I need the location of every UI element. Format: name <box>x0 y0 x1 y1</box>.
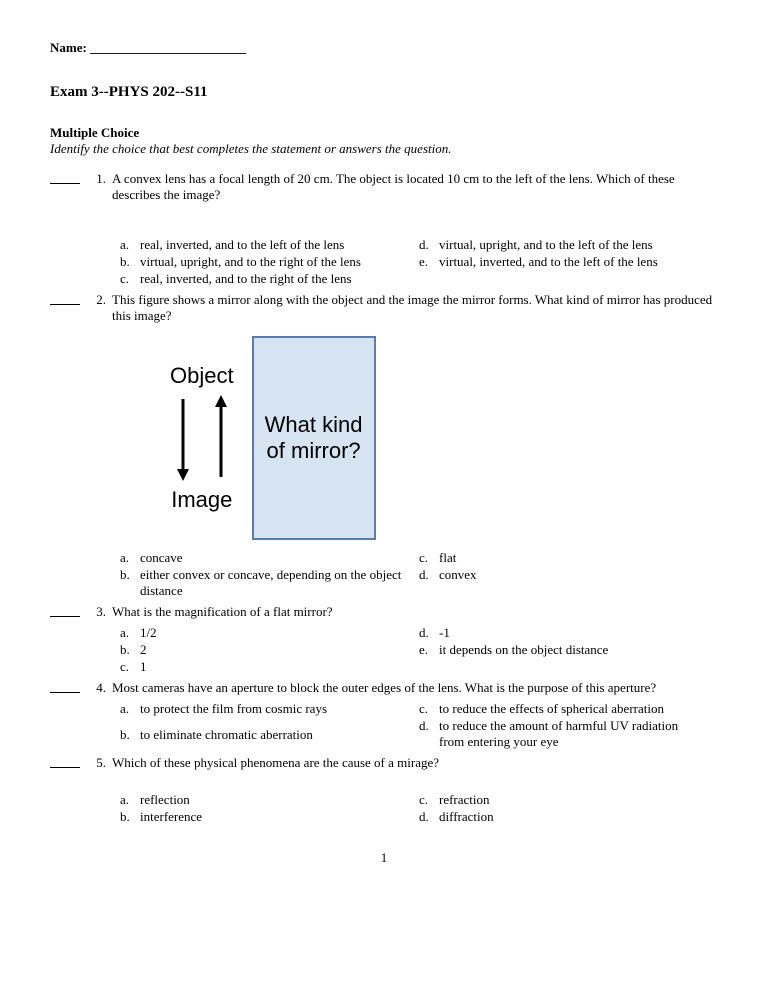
choice-text: to reduce the amount of harmful UV radia… <box>439 718 718 750</box>
answer-blank[interactable] <box>50 604 80 617</box>
choice-text: diffraction <box>439 809 718 825</box>
mirror-figure: Object Image What kind of mirror? <box>170 336 718 540</box>
choice-text: virtual, inverted, and to the left of th… <box>439 254 718 270</box>
choice-text: -1 <box>439 625 718 641</box>
choice-text: to protect the film from cosmic rays <box>140 701 419 717</box>
question-row: 5. Which of these physical phenomena are… <box>50 755 718 772</box>
choice-columns: a.1/2 b.2 c.1 d.-1 e.it depends on the o… <box>120 625 718 676</box>
question-number: 1. <box>84 171 112 203</box>
choice-columns: a.real, inverted, and to the left of the… <box>120 237 718 288</box>
question-text: Which of these physical phenomena are th… <box>112 755 718 772</box>
choice-text: convex <box>439 567 718 583</box>
question-number: 3. <box>84 604 112 621</box>
choice-text: either convex or concave, depending on t… <box>140 567 419 599</box>
question-row: 4. Most cameras have an aperture to bloc… <box>50 680 718 697</box>
arrow-up-icon <box>212 395 230 481</box>
choice-letter: b. <box>120 254 140 270</box>
mirror-box: What kind of mirror? <box>252 336 376 540</box>
choice-letter: a. <box>120 792 140 808</box>
choice-text: refraction <box>439 792 718 808</box>
choice-letter: d. <box>419 809 439 825</box>
choice-letter: b. <box>120 727 140 743</box>
choice-letter: c. <box>419 792 439 808</box>
choice-text: to eliminate chromatic aberration <box>140 727 419 743</box>
exam-title: Exam 3--PHYS 202--S11 <box>50 84 718 101</box>
arrow-down-icon <box>174 395 192 481</box>
answer-blank[interactable] <box>50 171 80 184</box>
question-row: 3. What is the magnification of a flat m… <box>50 604 718 621</box>
choice-text: virtual, upright, and to the right of th… <box>140 254 419 270</box>
choice-text: real, inverted, and to the right of the … <box>140 271 419 287</box>
choice-letter: b. <box>120 809 140 825</box>
mirror-box-text: What kind of mirror? <box>254 412 374 464</box>
choice-columns: a.concave b.either convex or concave, de… <box>120 550 718 600</box>
choice-text: it depends on the object distance <box>439 642 718 658</box>
choice-letter: d. <box>419 718 439 750</box>
question-row: 1. A convex lens has a focal length of 2… <box>50 171 718 203</box>
section-heading: Multiple Choice <box>50 125 718 141</box>
choice-text: concave <box>140 550 419 566</box>
question-number: 2. <box>84 292 112 324</box>
choice-letter: c. <box>419 550 439 566</box>
choice-text: real, inverted, and to the left of the l… <box>140 237 419 253</box>
question-number: 5. <box>84 755 112 772</box>
choice-text: reflection <box>140 792 419 808</box>
object-label: Object <box>170 363 234 389</box>
choice-letter: d. <box>419 567 439 583</box>
choice-letter: a. <box>120 625 140 641</box>
answer-blank[interactable] <box>50 755 80 768</box>
choice-letter: c. <box>120 271 140 287</box>
choice-letter: a. <box>120 550 140 566</box>
choice-text: 1 <box>140 659 419 675</box>
choice-text: 2 <box>140 642 419 658</box>
image-label: Image <box>171 487 232 513</box>
section-instructions: Identify the choice that best completes … <box>50 141 718 157</box>
name-label: Name: ________________________ <box>50 40 718 56</box>
choice-text: 1/2 <box>140 625 419 641</box>
choice-letter: d. <box>419 625 439 641</box>
answer-blank[interactable] <box>50 292 80 305</box>
question-text: What is the magnification of a flat mirr… <box>112 604 718 621</box>
choice-letter: a. <box>120 701 140 717</box>
question-text: A convex lens has a focal length of 20 c… <box>112 171 718 203</box>
choice-text: virtual, upright, and to the left of the… <box>439 237 718 253</box>
choice-letter: c. <box>419 701 439 717</box>
question-text: Most cameras have an aperture to block t… <box>112 680 718 697</box>
choice-columns: a.reflection b.interference c.refraction… <box>120 792 718 826</box>
choice-text: to reduce the effects of spherical aberr… <box>439 701 718 717</box>
page-number: 1 <box>50 850 718 866</box>
answer-blank[interactable] <box>50 680 80 693</box>
choice-letter: b. <box>120 567 140 599</box>
choice-text: flat <box>439 550 718 566</box>
choice-letter: e. <box>419 642 439 658</box>
question-text: This figure shows a mirror along with th… <box>112 292 718 324</box>
question-number: 4. <box>84 680 112 697</box>
choice-letter: e. <box>419 254 439 270</box>
choice-letter: d. <box>419 237 439 253</box>
choice-letter: b. <box>120 642 140 658</box>
question-row: 2. This figure shows a mirror along with… <box>50 292 718 324</box>
choice-columns: a.to protect the film from cosmic rays b… <box>120 701 718 751</box>
choice-letter: c. <box>120 659 140 675</box>
choice-text: interference <box>140 809 419 825</box>
choice-letter: a. <box>120 237 140 253</box>
